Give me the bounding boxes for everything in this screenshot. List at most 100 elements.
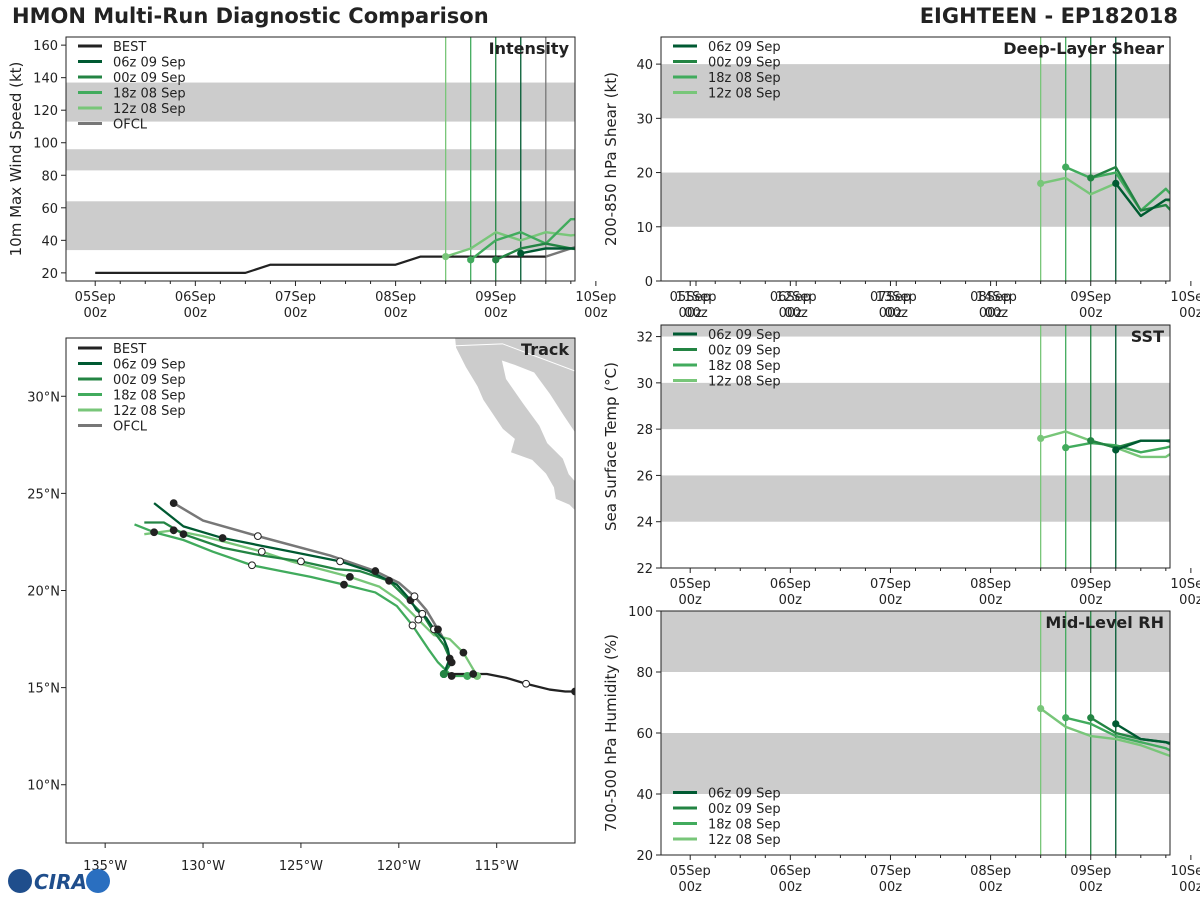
- shear-x-tick-label: 05Sep: [670, 290, 711, 305]
- intensity-series-line: [469, 217, 575, 261]
- rh-x-tick-label: 00z: [879, 880, 903, 895]
- track-y-tick-label: 20°N: [27, 585, 60, 600]
- shear-x-tick-label: 00z: [779, 306, 803, 321]
- rh-x-tick-label: 00z: [1079, 880, 1103, 895]
- track-ofcl-marker: [410, 592, 419, 601]
- track-marker: [150, 528, 158, 537]
- track-ofcl-marker: [253, 532, 262, 541]
- track-marker: [297, 557, 305, 566]
- intensity-y-tick-label: 80: [41, 169, 58, 184]
- intensity-x-tick-label: 00z: [684, 306, 708, 321]
- sst-shade-band: [661, 325, 1170, 337]
- cira-logo: CIRA: [8, 869, 110, 894]
- intensity-plot-area: [66, 37, 575, 281]
- sst-x-tick-label: 00z: [1179, 593, 1200, 608]
- intensity-legend-label: 12z 08 Sep: [113, 102, 186, 117]
- track-marker: [447, 658, 456, 667]
- intensity-x-tick-label: 00z: [885, 306, 909, 321]
- track-ofcl-marker: [371, 567, 380, 575]
- track-marker: [414, 615, 423, 624]
- intensity-ofcl-line: [545, 245, 575, 258]
- sst-y-tick-label: 30: [636, 377, 653, 392]
- track-series-line: [144, 521, 453, 675]
- intensity-legend-label: 06z 09 Sep: [113, 56, 186, 71]
- rh-x-tick-label: 00z: [1179, 880, 1200, 895]
- sst-series-line: [1040, 430, 1170, 459]
- shear-title: Deep-Layer Shear: [1003, 39, 1164, 58]
- shear-y-tick-label: 30: [636, 112, 653, 127]
- track-marker: [418, 609, 427, 618]
- sst-x-tick-label: 05Sep: [670, 577, 711, 592]
- sst-y-tick-label: 28: [636, 423, 653, 438]
- sst-x-tick-label: 07Sep: [870, 577, 911, 592]
- intensity-x-tick-label: 05Sep: [75, 290, 116, 305]
- rh-chart: 2040608010005Sep00z06Sep00z07Sep00z08Sep…: [602, 605, 1200, 895]
- track-series-start-point: [439, 670, 448, 679]
- track-y-tick-label: 30°N: [27, 390, 60, 405]
- sst-chart: 22242628303205Sep00z06Sep00z07Sep00z08Se…: [602, 324, 1200, 608]
- sst-y-tick-label: 32: [636, 331, 653, 346]
- shear-series-start-point: [1112, 179, 1120, 187]
- track-marker: [459, 648, 468, 657]
- intensity-series-start-point: [517, 249, 525, 257]
- rh-x-tick-label: 00z: [679, 880, 703, 895]
- shear-x-tick-label: 00z: [679, 306, 703, 321]
- intensity-x-tick-label: 00z: [384, 306, 408, 321]
- rh-series-line: [1039, 707, 1170, 758]
- track-map: 135°W 130°W 125°W 120°W 115°W10°N15°N20°N25°…: [27, 337, 576, 874]
- intensity-series-start-point: [492, 256, 500, 264]
- rh-legend-label: 06z 09 Sep: [708, 787, 781, 802]
- shear-plot-area: [661, 37, 1170, 281]
- intensity-legend-label: BEST: [113, 40, 146, 55]
- track-legend-label: 18z 08 Sep: [113, 389, 186, 404]
- shear-y-tick-label: 20: [636, 167, 653, 182]
- sst-x-tick-label: 06Sep: [770, 577, 811, 592]
- rh-x-tick-label: 10Sep: [1170, 864, 1200, 879]
- intensity-chart: 2040608010012014016005Sep00z06Sep00z07Se…: [7, 36, 1017, 321]
- intensity-shade-band: [66, 82, 575, 122]
- shear-y-tick-label: 10: [636, 221, 653, 236]
- rh-legend-label: 00z 09 Sep: [708, 802, 781, 817]
- track-x-tick-label: 120°W: [377, 859, 421, 874]
- track-x-tick-label: 130°W: [181, 859, 225, 874]
- shear-y-tick-label: 40: [636, 58, 653, 73]
- shear-series-start-point: [1087, 174, 1095, 182]
- track-title: Track: [521, 340, 569, 359]
- intensity-x-tick-label: 08Sep: [375, 290, 416, 305]
- sst-plot-area: [661, 325, 1170, 568]
- sst-series-start-point: [1062, 444, 1070, 452]
- shear-x-tick-label: 00z: [1079, 306, 1103, 321]
- track-best-marker: [469, 670, 478, 678]
- shear-legend-label: 12z 08 Sep: [708, 87, 781, 102]
- land-mass: [454, 338, 575, 512]
- track-marker: [336, 557, 344, 566]
- track-legend-label: OFCL: [113, 420, 148, 435]
- rh-x-tick-label: 06Sep: [770, 864, 811, 879]
- intensity-x-tick-label: 09Sep: [475, 290, 516, 305]
- intensity-series-start-point: [467, 256, 475, 264]
- rh-series-start-point: [1037, 705, 1045, 713]
- rh-series-line: [1065, 716, 1170, 752]
- shear-series-start-point: [1037, 179, 1045, 187]
- figure-title: HMON Multi-Run Diagnostic Comparison: [12, 4, 489, 28]
- rh-shade-band: [661, 733, 1170, 794]
- track-series-line: [153, 502, 451, 675]
- intensity-x-tick-label: 10Sep: [575, 290, 616, 305]
- intensity-y-tick-label: 60: [41, 202, 58, 217]
- intensity-x-tick-label: 00z: [284, 306, 308, 321]
- intensity-best-line: [95, 255, 546, 274]
- intensity-x-tick-label: 00z: [484, 306, 508, 321]
- intensity-y-tick-label: 40: [41, 234, 58, 249]
- logo-text: CIRA: [34, 870, 87, 894]
- shear-x-tick-label: 07Sep: [870, 290, 911, 305]
- intensity-series-line: [445, 230, 575, 258]
- shear-x-tick-label: 00z: [979, 306, 1003, 321]
- intensity-legend-label: 00z 09 Sep: [113, 71, 186, 86]
- track-x-tick-label: 125°W: [279, 859, 323, 874]
- intensity-y-tick-label: 20: [41, 267, 58, 282]
- rh-title: Mid-Level RH: [1045, 613, 1164, 632]
- rh-x-tick-label: 09Sep: [1070, 864, 1111, 879]
- shear-x-tick-label: 09Sep: [1070, 290, 1111, 305]
- intensity-series-start-point: [442, 253, 450, 261]
- border-line: [455, 343, 575, 372]
